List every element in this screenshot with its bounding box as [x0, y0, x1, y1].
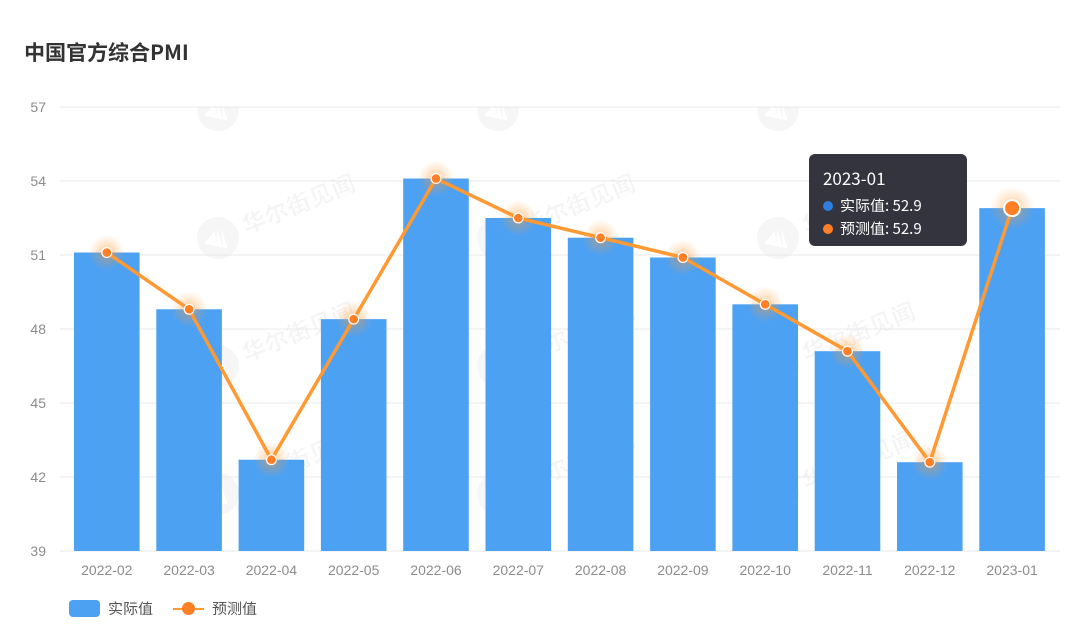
- svg-text:2022-03: 2022-03: [163, 562, 215, 578]
- svg-text:2022-02: 2022-02: [81, 562, 133, 578]
- svg-text:2022-04: 2022-04: [246, 562, 298, 578]
- svg-text:2022-12: 2022-12: [904, 562, 956, 578]
- svg-text:2023-01: 2023-01: [986, 562, 1038, 578]
- svg-text:2022-05: 2022-05: [328, 562, 380, 578]
- svg-text:51: 51: [30, 247, 46, 263]
- svg-text:2022-11: 2022-11: [822, 562, 873, 578]
- svg-text:39: 39: [30, 543, 46, 559]
- svg-text:2022-06: 2022-06: [410, 562, 462, 578]
- svg-text:54: 54: [30, 173, 46, 189]
- svg-text:57: 57: [30, 99, 46, 115]
- svg-text:42: 42: [30, 469, 46, 485]
- svg-text:45: 45: [30, 395, 46, 411]
- svg-text:2022-09: 2022-09: [657, 562, 709, 578]
- svg-text:2022-07: 2022-07: [493, 562, 545, 578]
- svg-text:48: 48: [30, 321, 46, 337]
- svg-text:2022-10: 2022-10: [740, 562, 792, 578]
- svg-text:2022-08: 2022-08: [575, 562, 627, 578]
